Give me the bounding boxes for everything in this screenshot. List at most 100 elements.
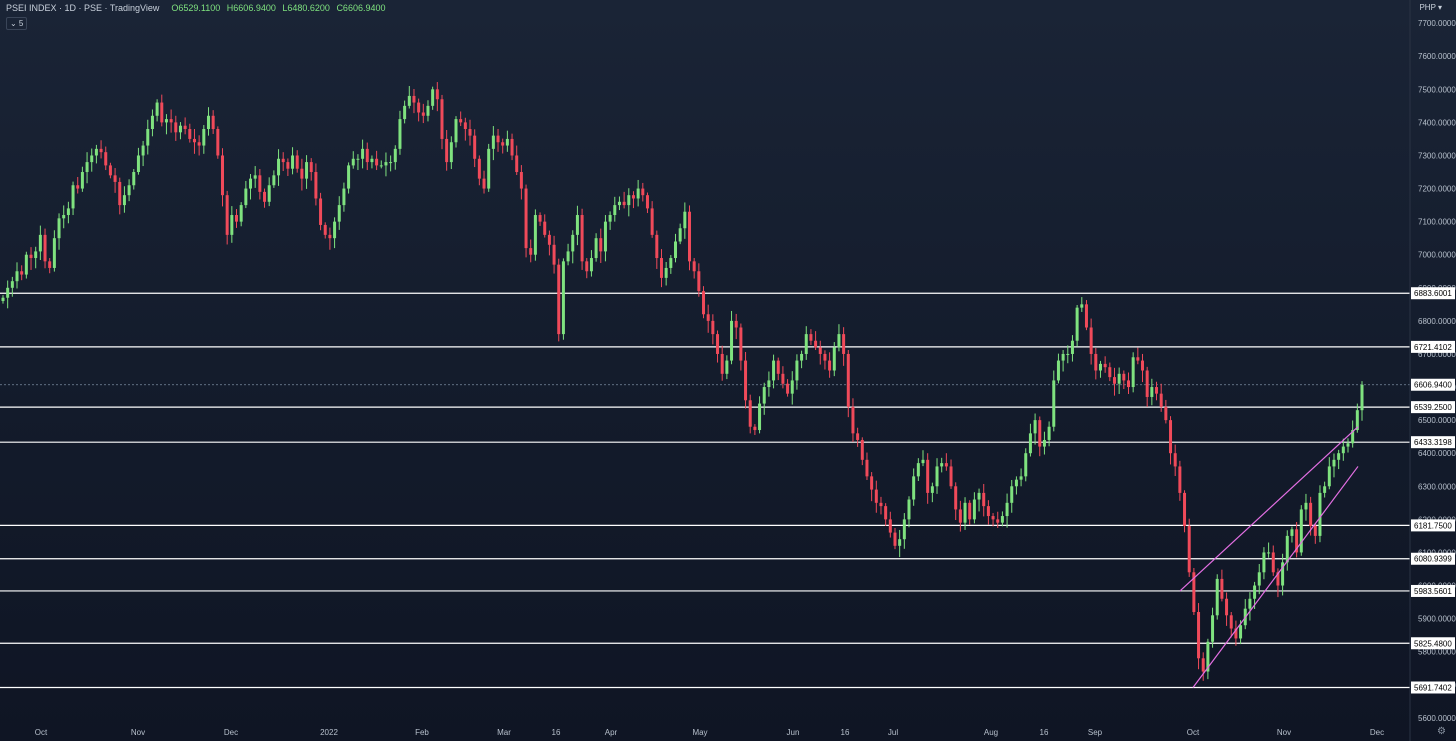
y-tick-label: 6800.0000: [1418, 317, 1456, 326]
candle-body: [216, 129, 220, 156]
x-tick-label: May: [692, 728, 707, 737]
candle-body: [169, 119, 173, 123]
candle-body: [258, 175, 262, 192]
candle-body: [1351, 430, 1355, 444]
x-tick-label: 2022: [320, 728, 338, 737]
candle-body: [1220, 578, 1224, 599]
candle-body: [183, 125, 187, 130]
candle-body: [552, 244, 556, 265]
candle-body: [968, 502, 972, 520]
y-tick-label: 7300.0000: [1418, 151, 1456, 160]
candle-body: [34, 251, 38, 259]
candle-body: [122, 195, 126, 206]
candle-body: [99, 148, 103, 153]
candle-body: [800, 353, 804, 361]
y-tick-label: 7600.0000: [1418, 52, 1456, 61]
candle-body: [454, 119, 458, 143]
candle-body: [1169, 420, 1173, 454]
candle-body: [1346, 443, 1350, 447]
candle-body: [926, 459, 930, 493]
candle-body: [384, 162, 388, 166]
y-tick-label: 7700.0000: [1418, 19, 1456, 28]
candle-body: [445, 138, 449, 163]
candle-body: [1253, 585, 1257, 599]
x-tick-label: 16: [841, 728, 850, 737]
candle-body: [851, 406, 855, 434]
candle-body: [253, 175, 257, 179]
candle-body: [688, 211, 692, 262]
candle-body: [902, 519, 906, 540]
candle-body: [566, 251, 570, 262]
x-tick-label: Dec: [1370, 728, 1384, 737]
candle-body: [361, 148, 365, 159]
candle-body: [1192, 572, 1196, 612]
y-tick-label: 7400.0000: [1418, 118, 1456, 127]
x-tick-label: Jul: [888, 728, 898, 737]
candle-body: [468, 129, 472, 136]
y-tick-label: 7100.0000: [1418, 218, 1456, 227]
candle-body: [1281, 562, 1285, 586]
candle-body: [52, 238, 56, 268]
x-tick-label: Jun: [787, 728, 800, 737]
candle-body: [949, 466, 953, 487]
high-value: H6606.9400: [226, 3, 276, 13]
candle-body: [1014, 479, 1018, 487]
candle-body: [136, 155, 140, 173]
candle-body: [1197, 611, 1201, 659]
candle-body: [776, 360, 780, 374]
candle-body: [963, 502, 967, 523]
candle-body: [1080, 304, 1084, 308]
candle-body: [393, 148, 397, 163]
candle-body: [305, 162, 309, 179]
candle-body: [398, 119, 402, 149]
candle-body: [1206, 641, 1210, 672]
candle-body: [1295, 529, 1299, 553]
candle-body: [286, 162, 290, 169]
x-tick-label: Oct: [35, 728, 48, 737]
candle-body: [94, 148, 98, 156]
candle-body: [389, 162, 393, 164]
candle-body: [697, 271, 701, 292]
candle-body: [636, 188, 640, 199]
candle-body: [244, 188, 248, 206]
x-tick-label: Oct: [1187, 728, 1200, 737]
candle-body: [365, 148, 369, 163]
currency-selector[interactable]: PHP ▾: [1419, 3, 1442, 12]
candle-body: [440, 99, 444, 139]
candle-body: [66, 208, 70, 216]
x-tick-label: Mar: [497, 728, 511, 737]
candle-body: [1285, 535, 1289, 563]
candle-body: [300, 168, 304, 179]
candle-body: [571, 234, 575, 252]
candle-body: [1276, 572, 1280, 586]
candle-body: [781, 373, 785, 384]
candle-body: [482, 178, 486, 189]
candle-body: [888, 519, 892, 533]
candle-body: [599, 238, 603, 252]
candle-body: [561, 261, 565, 335]
channel-line[interactable]: [1179, 426, 1359, 592]
candle-body: [197, 142, 201, 146]
level-label: 5691.7402: [1414, 683, 1452, 692]
candle-body: [1094, 353, 1098, 371]
candle-body: [786, 383, 790, 394]
interval-badge[interactable]: ⌄ 5: [6, 17, 28, 30]
candle-body: [113, 175, 117, 182]
level-label: 6539.2500: [1414, 403, 1452, 412]
settings-gear-icon[interactable]: ⚙: [1437, 726, 1446, 737]
candle-body: [146, 129, 150, 146]
candle-body: [1117, 373, 1121, 384]
candle-body: [1178, 466, 1182, 493]
candle-body: [515, 155, 519, 173]
x-tick-label: Nov: [131, 728, 145, 737]
candle-body: [1108, 367, 1112, 378]
candle-body: [1313, 525, 1317, 536]
candle-body: [85, 162, 89, 173]
channel-line[interactable]: [1192, 466, 1359, 688]
candle-body: [716, 334, 720, 354]
candle-body: [1141, 360, 1145, 371]
candle-body: [996, 519, 1000, 523]
candle-body: [370, 158, 374, 163]
candle-body: [809, 334, 813, 341]
